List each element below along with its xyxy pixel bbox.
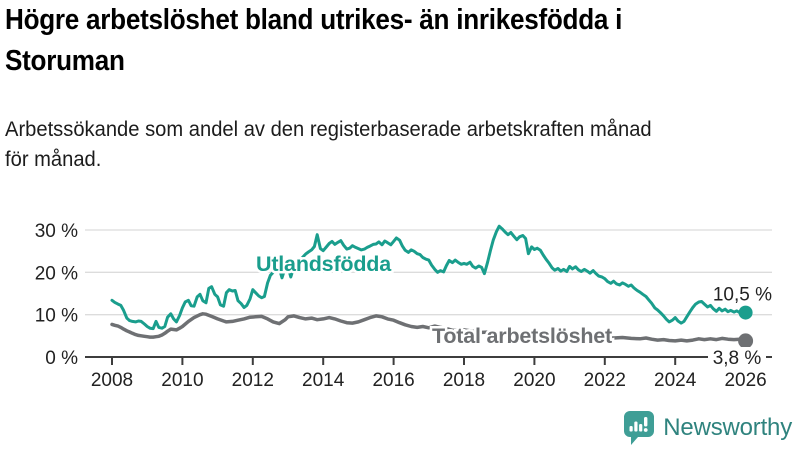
x-axis-label: 2022 bbox=[584, 370, 626, 391]
x-axis-label: 2024 bbox=[654, 370, 697, 391]
series-line-total-arbetsloshet bbox=[110, 312, 748, 343]
subtitle-line-2: för månad. bbox=[5, 148, 102, 172]
y-axis-label: 30 % bbox=[35, 221, 78, 242]
y-axis-label: 0 % bbox=[45, 348, 78, 369]
series-line-utlandsfodda bbox=[110, 224, 748, 331]
series-endpoint-dot-total-arbetsloshet bbox=[738, 333, 754, 349]
x-axis-label: 2016 bbox=[372, 370, 414, 391]
headline: Högre arbetslöshet bland utrikes- än inr… bbox=[5, 0, 622, 81]
unemployment-line-chart: 0 % 10 % 20 % 30 % 2008 2010 2012 2014 2016 2018 2… bbox=[35, 221, 772, 391]
series-endpoint-dot-utlandsfodda bbox=[738, 305, 753, 320]
end-value-label-utlandsfodda: 10,5 % bbox=[713, 285, 772, 306]
newsworthy-logo: Newsworthy bbox=[622, 410, 792, 446]
series-label-utlandsfodda: Utlandsfödda bbox=[256, 252, 392, 276]
brand-name: Newsworthy bbox=[663, 414, 792, 441]
bar-chart-speech-bubble-icon bbox=[624, 411, 655, 445]
series-label-total-arbetsloshet: Total arbetslöshet bbox=[432, 324, 612, 348]
x-axis-label: 2010 bbox=[161, 370, 203, 391]
x-axis-label: 2018 bbox=[443, 370, 485, 391]
x-axis-label: 2020 bbox=[513, 370, 555, 391]
x-axis-label: 2026 bbox=[724, 370, 766, 391]
x-axis-label: 2012 bbox=[232, 370, 274, 391]
headline-line-2: Storuman bbox=[5, 44, 125, 77]
end-value-label-total-arbetsloshet: 3,8 % bbox=[713, 348, 762, 369]
y-axis-label: 10 % bbox=[35, 306, 78, 327]
end-value-label-bg bbox=[708, 347, 766, 367]
y-axis-label: 20 % bbox=[35, 263, 78, 284]
headline-line-1: Högre arbetslöshet bland utrikes- än inr… bbox=[5, 4, 623, 36]
x-axis-label: 2014 bbox=[302, 370, 345, 391]
subtitle-line-1: Arbetssökande som andel av den registerb… bbox=[5, 118, 652, 141]
x-axis-label: 2008 bbox=[91, 370, 133, 391]
chart-subtitle: Arbetssökande som andel av den registerb… bbox=[5, 115, 652, 176]
